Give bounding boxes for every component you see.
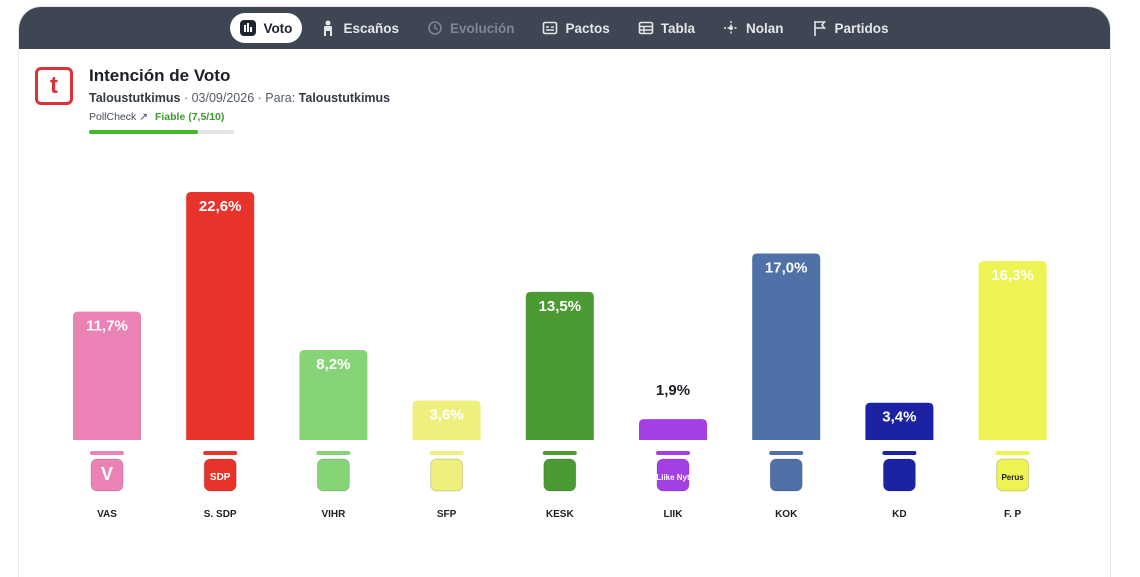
bar-vihr[interactable]	[299, 350, 368, 440]
bar-fp[interactable]	[978, 261, 1047, 440]
bar-value-label: 17,0%	[765, 259, 808, 276]
category-label: S. SDP	[204, 509, 237, 520]
tab-nolan[interactable]: Nolan	[713, 13, 794, 43]
party-logo-vihr-icon	[316, 458, 350, 492]
party-logo-text: Liike Nyt	[656, 473, 690, 482]
client-name: Taloustutkimus	[298, 91, 391, 105]
bar-vas[interactable]	[73, 311, 141, 440]
poll-date: 03/09/2026	[191, 91, 255, 105]
party-color-dash	[882, 451, 917, 455]
external-link-icon[interactable]: ↗	[139, 111, 149, 123]
bar-value-label: 13,5%	[539, 298, 582, 315]
bar-ssdp[interactable]	[186, 192, 255, 440]
history-icon	[427, 20, 443, 36]
category-label: VIHR	[321, 509, 346, 520]
flag-icon	[812, 20, 828, 36]
bar-value-label: 11,7%	[86, 318, 128, 335]
party-logo-text: SDP	[210, 472, 231, 483]
nav-bar: Voto Escaños Evolución Pactos Tabla Nolan Part…	[19, 7, 1110, 49]
party-logo-ssdp-icon	[203, 458, 237, 492]
party-color-dash	[203, 451, 238, 455]
party-logo-kd-icon	[882, 458, 916, 492]
nolan-icon	[723, 20, 739, 36]
party-logo-text: Perus	[1001, 473, 1024, 482]
party-logo-sfp-icon	[430, 458, 464, 492]
bar-value-label: 3,4%	[882, 409, 916, 426]
party-logo-vas-icon	[90, 458, 124, 492]
meta-separator: ·	[183, 91, 189, 105]
category-label: VAS	[97, 509, 117, 520]
category-label: KD	[892, 509, 906, 520]
party-logo-fp-icon	[996, 458, 1030, 492]
party-logo-liik-icon	[656, 458, 690, 492]
category-label: LIIK	[664, 509, 684, 520]
tab-voto[interactable]: Voto	[230, 13, 303, 43]
tab-label: Voto	[263, 20, 293, 36]
bar-value-label: 1,9%	[656, 382, 690, 399]
page-title: Intención de Voto	[89, 66, 231, 85]
tab-label: Escaños	[343, 20, 399, 36]
tab-label: Evolución	[449, 20, 515, 36]
table-icon	[638, 20, 654, 36]
pollcheck-link[interactable]: PollCheck	[89, 111, 137, 123]
pollcheck-bar	[89, 130, 234, 134]
party-logo-kesk-icon	[543, 458, 577, 492]
category-label: KOK	[775, 509, 798, 520]
tab-escaños[interactable]: Escaños	[310, 13, 409, 43]
seat-icon	[320, 20, 336, 36]
tab-tabla[interactable]: Tabla	[628, 13, 705, 43]
pollcheck-row: PollCheck ↗ Fiable (7,5/10)	[89, 111, 224, 123]
pollcheck-bar-fill	[89, 130, 198, 134]
bar-value-label: 3,6%	[429, 406, 463, 423]
bar-sfp[interactable]	[412, 400, 481, 440]
bar-liik[interactable]	[639, 419, 707, 440]
client-label: Para:	[265, 91, 296, 105]
category-label: F. P	[1004, 509, 1022, 520]
party-color-dash	[656, 451, 690, 455]
bar-value-label: 16,3%	[991, 267, 1034, 284]
pollcheck-rating: Fiable (7,5/10)	[154, 111, 225, 123]
meta-separator: ·	[257, 91, 262, 105]
party-color-dash	[90, 451, 124, 455]
party-color-dash	[429, 451, 464, 455]
bar-value-label: 22,6%	[199, 198, 242, 215]
category-label: SFP	[437, 509, 457, 520]
tab-pactos[interactable]: Pactos	[532, 13, 619, 43]
bar-value-label: 8,2%	[316, 356, 350, 373]
pacts-icon	[542, 20, 558, 36]
tab-label: Nolan	[746, 20, 784, 36]
bar-kesk[interactable]	[525, 291, 594, 440]
tab-label: Tabla	[660, 20, 696, 36]
bar-kok[interactable]	[752, 253, 821, 440]
tab-evolución[interactable]: Evolución	[417, 13, 525, 43]
pollster-logo: t	[35, 67, 73, 105]
party-color-dash	[542, 451, 577, 455]
tab-label: Pactos	[565, 20, 610, 36]
pollster-name: Taloustutkimus	[89, 91, 181, 105]
tab-partidos[interactable]: Partidos	[802, 13, 899, 43]
vote-bar-chart: 11,7% V VAS 22,6% SDP S. SDP 8,2% VIHR 3,6% SFP 13…	[73, 192, 1047, 520]
bar-chart-icon	[240, 20, 257, 36]
poll-meta: Taloustutkimus · 03/09/2026 · Para: Talo…	[89, 91, 390, 105]
party-logo-text: V	[101, 464, 113, 484]
poll-card: Voto Escaños Evolución Pactos Tabla Nolan Part…	[19, 7, 1110, 577]
party-logo-kok-icon	[769, 458, 803, 492]
category-label: KESK	[546, 509, 575, 520]
bar-kd[interactable]	[865, 402, 934, 440]
party-color-dash	[995, 451, 1030, 455]
party-color-dash	[316, 451, 351, 455]
party-color-dash	[769, 451, 804, 455]
tab-label: Partidos	[834, 20, 889, 36]
